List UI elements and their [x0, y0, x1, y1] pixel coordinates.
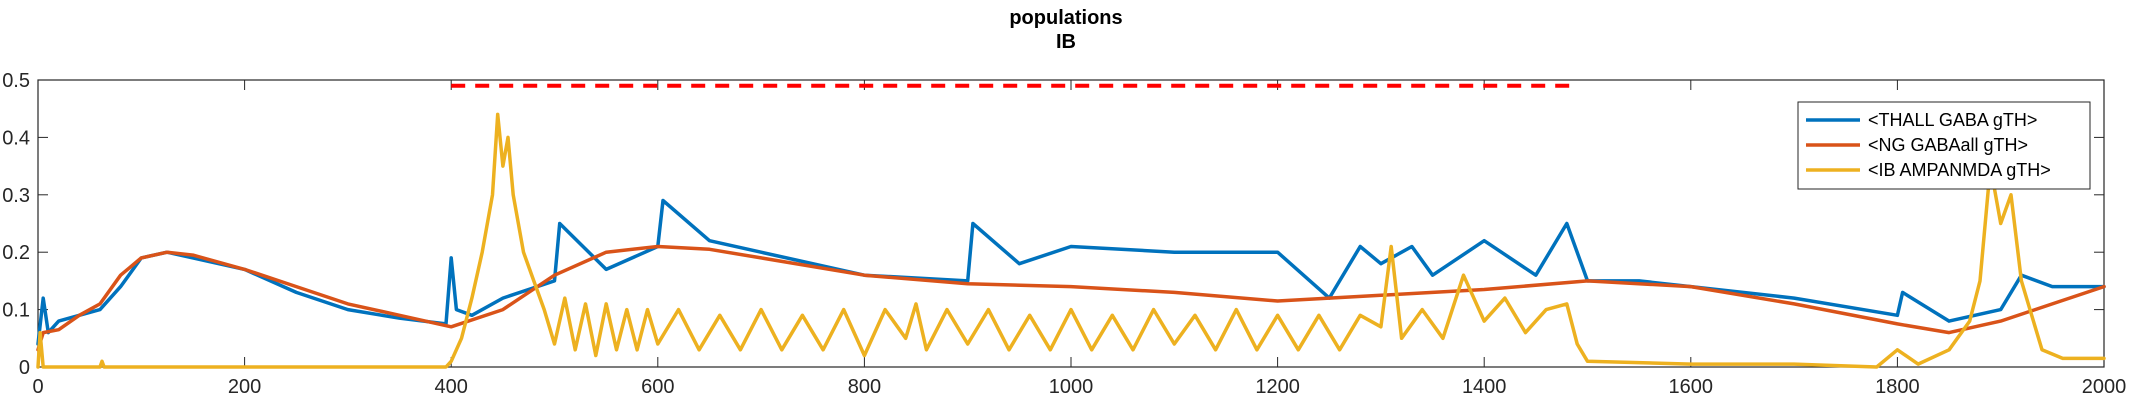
x-tick-label: 1400 — [1462, 376, 1507, 398]
x-tick-label: 600 — [641, 376, 674, 398]
series-line-1 — [36, 198, 2106, 346]
x-tick-label: 1200 — [1255, 376, 1300, 398]
x-tick-label: 1800 — [1875, 376, 1920, 398]
x-tick-label: 400 — [435, 376, 468, 398]
x-tick-label: 1000 — [1049, 376, 1094, 398]
x-tick-label: 800 — [848, 376, 881, 398]
series-line-2 — [36, 244, 2106, 352]
y-tick-label: 0.2 — [2, 242, 30, 264]
y-tick-label: 0 — [19, 357, 30, 379]
plot-area: 0 200 400 600 800 1000 1200 1400 1600 1800 2000 0 0.… — [2, 70, 2126, 398]
series-line-3 — [36, 112, 2106, 369]
chart-title-line-2: IB — [1056, 31, 1076, 53]
x-tick-label: 0 — [32, 376, 43, 398]
y-tick-label: 0.1 — [2, 300, 30, 322]
legend-entry-label-1: <THALL GABA gTH> — [1868, 110, 2037, 130]
y-tick-label: 0.3 — [2, 185, 30, 207]
x-tick-label: 1600 — [1669, 376, 1714, 398]
legend-entry-label-2: <NG GABAall gTH> — [1868, 135, 2028, 155]
y-tick-label: 0.4 — [2, 127, 30, 149]
x-tick-label: 200 — [228, 376, 261, 398]
chart-title-line-1: populations — [1009, 7, 1122, 29]
y-tick-label: 0.5 — [2, 70, 30, 92]
x-tick-label: 2000 — [2082, 376, 2127, 398]
axes-box — [37, 79, 2105, 368]
legend: <THALL GABA gTH> <NG GABAall gTH> <IB AMPA… — [1797, 101, 2091, 190]
legend-entry-label-3: <IB AMPANMDA gTH> — [1868, 160, 2051, 180]
